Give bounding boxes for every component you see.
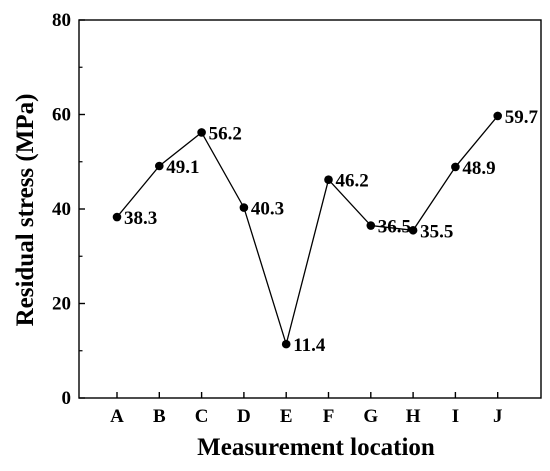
data-label: 11.4 — [293, 335, 326, 356]
y-tick-label: 20 — [52, 294, 71, 315]
y-tick-label: 60 — [52, 105, 71, 126]
y-tick-label: 80 — [52, 10, 71, 31]
x-tick-label: J — [493, 406, 503, 427]
data-label: 49.1 — [166, 157, 199, 178]
y-axis-title: Residual stress (MPa) — [12, 94, 39, 327]
x-tick-label: G — [363, 406, 378, 427]
data-point — [451, 162, 460, 172]
data-point — [366, 221, 376, 230]
series-line — [116, 115, 499, 347]
data-label: 59.7 — [505, 107, 539, 128]
y-axis: 0 20 40 60 80 — [52, 10, 85, 409]
data-label: 46.2 — [336, 171, 369, 192]
data-point — [493, 111, 503, 121]
data-point — [324, 175, 333, 185]
x-tick-label: I — [452, 406, 459, 427]
data-label: 56.2 — [209, 123, 242, 144]
data-point — [155, 161, 164, 171]
x-tick-label: H — [406, 406, 421, 427]
data-point — [197, 128, 206, 137]
data-label: 35.5 — [420, 221, 453, 242]
x-tick-label: C — [195, 406, 209, 427]
data-point — [239, 203, 249, 212]
x-axis-title: Measurement location — [197, 434, 435, 461]
y-tick-label: 0 — [62, 388, 72, 409]
data-point — [408, 225, 418, 235]
series-polyline — [116, 115, 499, 347]
data-label: 38.3 — [124, 208, 157, 229]
y-tick-label: 40 — [52, 199, 71, 220]
data-label: 40.3 — [251, 199, 284, 220]
data-point — [112, 212, 122, 222]
x-tick-label: A — [110, 406, 124, 427]
x-tick-label: D — [237, 406, 251, 427]
x-tick-label: E — [280, 406, 293, 427]
data-label: 48.9 — [462, 158, 495, 179]
x-axis: A B C D E F G H I J — [110, 392, 502, 427]
x-tick-label: B — [153, 406, 166, 427]
data-labels: 38.3 49.1 56.2 40.3 11.4 46.2 36.5 35.5 48.9 59.7 — [124, 107, 538, 356]
data-point — [281, 339, 291, 349]
data-points — [112, 111, 503, 349]
x-tick-label: F — [323, 406, 335, 427]
data-label: 36.5 — [378, 217, 411, 238]
